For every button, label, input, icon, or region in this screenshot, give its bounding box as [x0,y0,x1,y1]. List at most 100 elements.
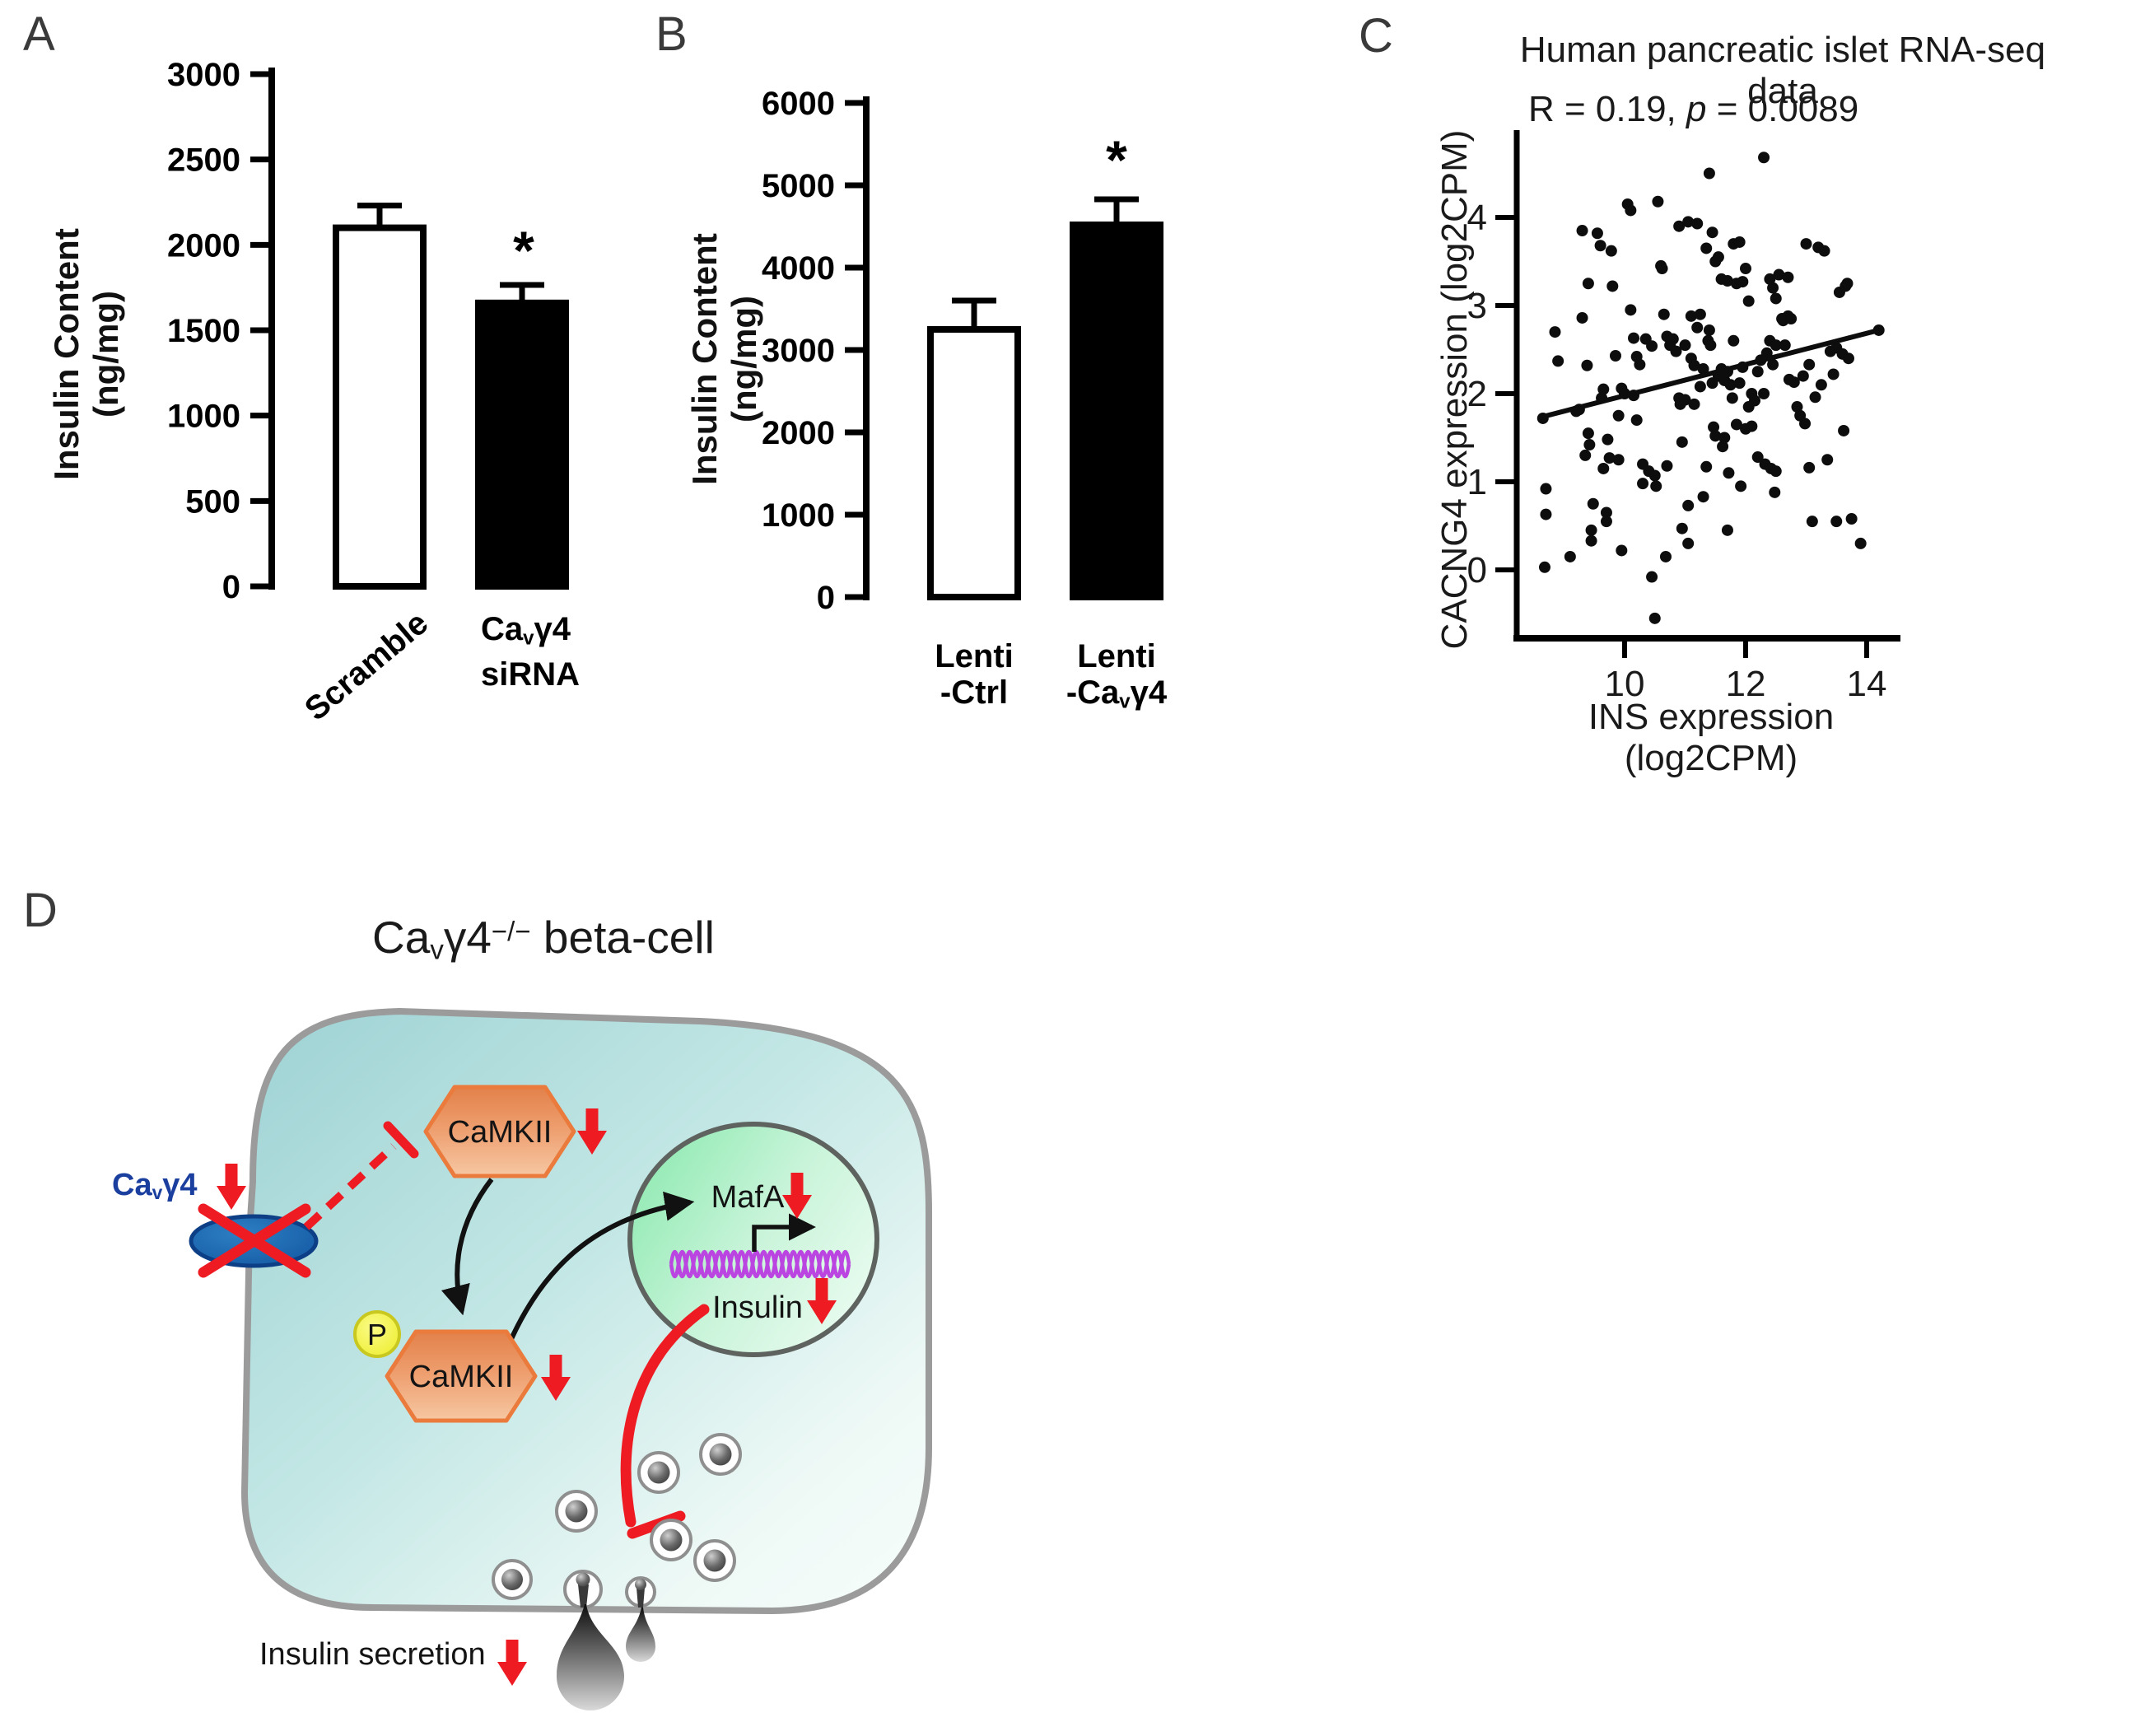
scatter-point [1625,304,1637,316]
scatter-point [1700,242,1713,254]
panel-b-y-axis-title: Insulin Content (ng/mg) [685,233,763,485]
scatter-point [1818,245,1830,257]
scatter-point [1749,394,1761,407]
scatter-point [1737,276,1749,288]
scatter-point [1646,571,1658,583]
scatter-point [1751,451,1764,464]
scatter-point [1670,345,1682,357]
y-axis-tick-label: 500 [185,483,240,520]
scatter-point [1726,392,1738,404]
scatter-point [1667,333,1679,345]
scatter-point [1582,427,1594,440]
scatter-point [1600,506,1612,519]
dashed-inhibition-line [303,1121,419,1230]
scatter-point [1605,245,1617,257]
scatter-point [1769,486,1781,498]
scatter-point [1797,370,1809,382]
scatter-point [1746,420,1758,432]
camkii-hexagon [423,1085,576,1178]
bar-Cavγ4 siRNA [475,299,569,590]
y-axis-tick-label: 3 [1467,286,1487,326]
x-axis-tick-label: 12 [1726,664,1766,704]
scatter-point [1788,376,1800,389]
scatter-point [1770,339,1782,352]
scatter-point [1688,359,1700,371]
scatter-point [1809,391,1821,404]
scatter-point [1838,424,1850,436]
vesicle [555,1490,598,1533]
scatter-point [1673,220,1686,232]
panel-b-bar2-label: Lenti -Cavγ4 [1066,638,1168,713]
scatter-point [1682,537,1695,549]
scatter-point [1650,480,1662,492]
y-axis-tick-label: 3000 [167,57,240,93]
scatter-point [1791,401,1803,413]
scatter-point [1767,358,1779,371]
phospho-label: P [367,1318,387,1351]
scatter-point [1758,388,1770,399]
scatter-point [1628,332,1640,344]
panel-a-y-axis-title: Insulin Content (ng/mg) [47,228,125,480]
y-axis-tick-label: 1 [1467,462,1487,502]
scatter-point [1661,460,1673,472]
scatter-point [1564,550,1576,562]
insulin-vesicles [492,1433,742,1600]
y-axis-tick-label: 0 [817,580,835,616]
scatter-point [1646,340,1658,352]
scatter-point [1735,480,1747,492]
scatter-point [1685,310,1697,322]
scatter-point [1552,355,1564,367]
y-axis-tick-label: 3000 [762,333,835,369]
scatter-point [1751,366,1764,378]
scatter-point [1581,359,1593,371]
panel-c-label: C [1359,9,1393,63]
panel-c-x-axis-title: INS expression (log2CPM) [1588,697,1835,778]
scatter-point [1770,465,1782,478]
panel-c-title: Human pancreatic islet RNA-seq data [1519,30,2046,111]
charts-layer: 0 500 1000 1500 2000 2500 3000 0 1000 2000 3000 400… [167,57,1900,704]
scatter-point [1697,363,1709,376]
scatter-point [1785,313,1798,325]
scatter-point [1694,308,1706,320]
scatter-point [1721,524,1733,536]
scatter-point [1591,227,1603,240]
scatter-point [1579,449,1592,461]
y-axis-tick-label: 1500 [167,313,240,349]
scatter-point [1742,295,1755,307]
scatter-point [1724,379,1737,391]
scatter-point [1691,217,1704,230]
scatter-point [1612,454,1625,466]
scatter-point [1723,467,1735,479]
scatter-point [1728,334,1740,347]
scatter-point [1740,263,1751,275]
scatter-point [1585,524,1597,536]
panel-a-bar2-label-line2: siRNA [481,656,581,693]
y-axis-tick-label: 2 [1467,374,1487,414]
scatter-point [1708,421,1720,433]
vesicle [699,1433,742,1476]
scatter-point [1733,236,1746,248]
bar-Scramble [333,224,427,590]
scatter-point [1827,368,1840,380]
secreted-droplet-icon [557,1604,624,1710]
scatter-point [1582,278,1594,290]
scatter-point [1658,308,1670,320]
y-axis-tick-label: 0 [222,569,240,605]
scatter-point [1682,499,1695,511]
panel-d-title: Cavγ4−/− beta-cell [372,912,715,965]
scatter-point [1806,516,1818,528]
y-axis-tick-label: 2500 [167,142,240,179]
vesicle [693,1539,736,1582]
scatter-point [1721,275,1733,287]
fusing-vesicle [625,1576,656,1662]
scatter-point [1841,278,1854,290]
scatter-point [1782,271,1794,283]
scatter-point [1799,418,1812,430]
transcription-arrow [752,1213,816,1252]
scatter-point [1583,439,1596,451]
dna-icon [669,1249,851,1279]
scatter-point [1767,282,1779,294]
scatter-point [1773,268,1785,281]
scatter-point [1549,326,1561,338]
